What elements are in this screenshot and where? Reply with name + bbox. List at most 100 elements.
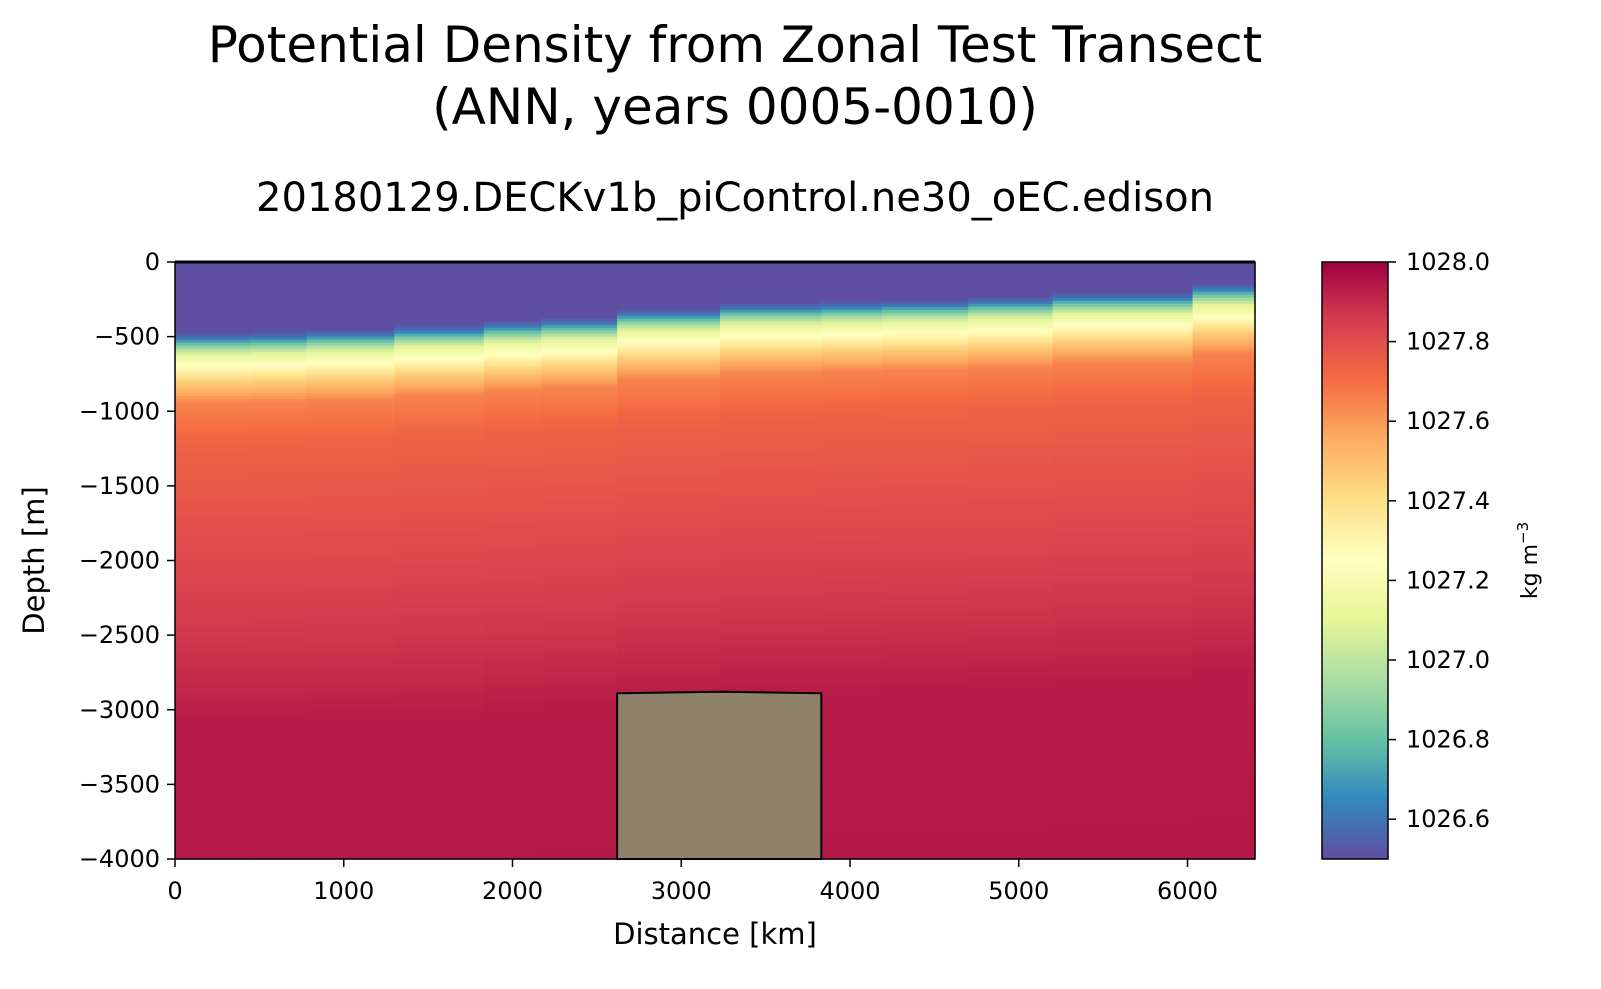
heatmap-cell-0: [175, 441, 252, 445]
heatmap-cell-8: [821, 378, 883, 382]
heatmap-cell-2: [306, 497, 395, 502]
heatmap-cell-0: [175, 303, 252, 308]
heatmap-cell-6: [617, 357, 721, 362]
heatmap-cell-3: [394, 608, 485, 612]
heatmap-cell-12: [1192, 838, 1256, 842]
heatmap-cell-5: [541, 647, 618, 651]
heatmap-cell-12: [1192, 506, 1256, 511]
heatmap-cell-0: [175, 357, 252, 362]
heatmap-cell-2: [306, 524, 395, 529]
heatmap-cell-9: [882, 632, 969, 636]
heatmap-cell-11: [1052, 829, 1194, 833]
heatmap-cell-5: [541, 285, 618, 290]
heatmap-cell-0: [175, 614, 252, 618]
heatmap-cell-2: [306, 578, 395, 582]
heatmap-cell-7: [720, 602, 822, 606]
heatmap-cell-5: [541, 712, 618, 717]
heatmap-cell-10: [968, 575, 1054, 580]
heatmap-cell-6: [617, 647, 721, 651]
colorbar-tick-label: 1027.8: [1406, 328, 1490, 356]
heatmap-cell-5: [541, 721, 618, 726]
heatmap-cell-4: [483, 629, 542, 633]
heatmap-cell-0: [175, 841, 252, 845]
heatmap-cell-12: [1192, 402, 1256, 406]
heatmap-cell-7: [720, 262, 822, 266]
heatmap-cell-8: [821, 781, 883, 785]
heatmap-cell-2: [306, 342, 395, 347]
heatmap-cell-1: [250, 357, 308, 362]
heatmap-cell-4: [483, 724, 542, 729]
heatmap-cell-4: [483, 459, 542, 463]
heatmap-cell-2: [306, 363, 395, 368]
heatmap-cell-1: [250, 748, 308, 753]
heatmap-cell-11: [1052, 512, 1194, 517]
heatmap-cell-10: [968, 470, 1054, 475]
heatmap-cell-3: [394, 300, 485, 305]
heatmap-cell-9: [882, 512, 969, 517]
heatmap-cell-12: [1192, 354, 1256, 359]
heatmap-cell-4: [483, 617, 542, 621]
heatmap-cell-11: [1052, 835, 1194, 839]
heatmap-cell-10: [968, 542, 1054, 547]
heatmap-cell-3: [394, 333, 485, 338]
heatmap-cell-1: [250, 521, 308, 526]
heatmap-cell-5: [541, 303, 618, 308]
heatmap-cell-8: [821, 572, 883, 577]
heatmap-cell-10: [968, 333, 1054, 338]
heatmap-cell-8: [821, 297, 883, 302]
heatmap-cell-10: [968, 557, 1054, 562]
heatmap-cell-7: [720, 396, 822, 400]
heatmap-cell-2: [306, 727, 395, 732]
heatmap-cell-9: [882, 572, 969, 577]
heatmap-cell-4: [483, 453, 542, 457]
heatmap-cell-12: [1192, 411, 1256, 415]
heatmap-cell-2: [306, 856, 395, 860]
heatmap-cell-11: [1052, 593, 1194, 597]
heatmap-cell-0: [175, 587, 252, 591]
heatmap-cell-10: [968, 790, 1054, 794]
heatmap-cell-2: [306, 688, 395, 693]
heatmap-cell-4: [483, 856, 542, 860]
heatmap-cell-2: [306, 414, 395, 418]
heatmap-cell-3: [394, 390, 485, 394]
heatmap-cell-1: [250, 659, 308, 663]
heatmap-cell-12: [1192, 590, 1256, 594]
heatmap-cell-12: [1192, 575, 1256, 580]
heatmap-cell-12: [1192, 757, 1256, 762]
heatmap-cell-11: [1052, 844, 1194, 848]
heatmap-cell-4: [483, 844, 542, 848]
heatmap-cell-5: [541, 682, 618, 687]
heatmap-cell-7: [720, 450, 822, 454]
heatmap-cell-12: [1192, 814, 1256, 818]
heatmap-cell-4: [483, 408, 542, 412]
heatmap-cell-7: [720, 315, 822, 320]
heatmap-cell-12: [1192, 739, 1256, 744]
heatmap-cell-0: [175, 712, 252, 717]
heatmap-cell-10: [968, 264, 1054, 269]
heatmap-cell-0: [175, 778, 252, 782]
heatmap-cell-1: [250, 593, 308, 597]
heatmap-cell-3: [394, 829, 485, 833]
heatmap-cell-10: [968, 476, 1054, 481]
heatmap-cell-10: [968, 653, 1054, 657]
heatmap-cell-8: [821, 670, 883, 675]
heatmap-cell-1: [250, 847, 308, 851]
heatmap-cell-8: [821, 685, 883, 690]
heatmap-cell-10: [968, 432, 1054, 436]
heatmap-cell-2: [306, 447, 395, 451]
heatmap-cell-8: [821, 315, 883, 320]
heatmap-cell-12: [1192, 300, 1256, 305]
heatmap-cell-1: [250, 482, 308, 487]
heatmap-cell-0: [175, 647, 252, 651]
heatmap-cell-5: [541, 423, 618, 427]
heatmap-cell-6: [617, 327, 721, 332]
heatmap-cell-7: [720, 673, 822, 678]
heatmap-cell-0: [175, 641, 252, 645]
heatmap-cell-6: [617, 560, 721, 565]
heatmap-cell-10: [968, 724, 1054, 729]
heatmap-cell-5: [541, 709, 618, 714]
heatmap-cell-6: [617, 351, 721, 356]
heatmap-cell-3: [394, 730, 485, 735]
heatmap-cell-3: [394, 694, 485, 699]
heatmap-cell-7: [720, 444, 822, 448]
